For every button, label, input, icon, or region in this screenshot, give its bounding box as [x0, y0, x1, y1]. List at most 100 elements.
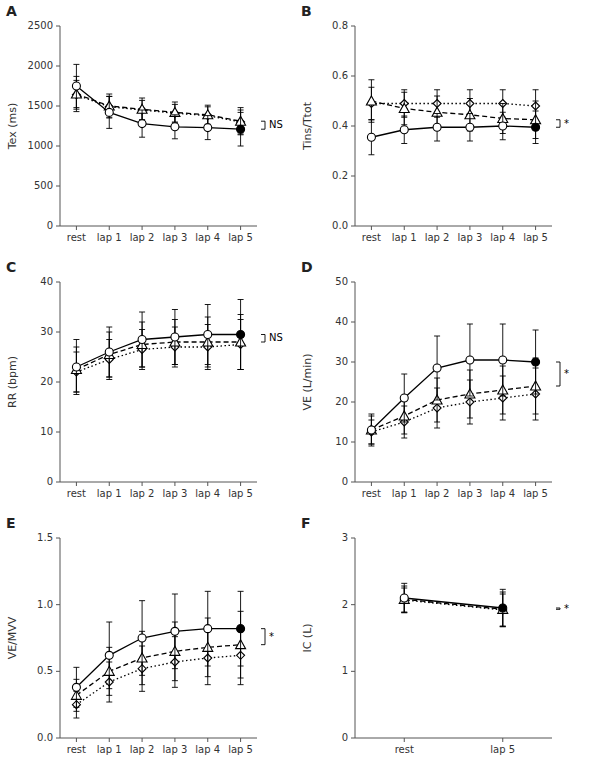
y-tick — [351, 282, 355, 283]
error-bar-cap — [106, 622, 112, 623]
y-tick-label: 1 — [342, 665, 348, 676]
error-bar-cap — [205, 139, 211, 140]
error-bar-cap — [205, 666, 211, 667]
error-bar-cap — [434, 141, 440, 142]
error-bar-cap — [139, 684, 145, 685]
x-tick — [142, 226, 143, 230]
error-bar-cap — [172, 687, 178, 688]
series-line — [371, 394, 535, 432]
point-marker — [367, 426, 375, 434]
y-axis-line — [60, 26, 61, 226]
point-marker — [499, 604, 507, 612]
significance-bracket: NS — [261, 332, 283, 343]
series — [71, 315, 245, 393]
point-marker — [532, 123, 540, 131]
x-tick-label: lap 5 — [523, 232, 548, 243]
x-axis-line — [60, 482, 257, 483]
error-bar-cap — [401, 374, 407, 375]
y-tick — [351, 482, 355, 483]
error-bar-cap — [533, 330, 539, 331]
y-axis-line — [355, 538, 356, 738]
error-bar-cap — [401, 422, 407, 423]
x-tick-label: lap 3 — [458, 488, 483, 499]
error-bar-cap — [401, 143, 407, 144]
bracket-tick — [261, 342, 265, 343]
y-tick — [351, 176, 355, 177]
error-bar-cap — [500, 112, 506, 113]
error-bar — [401, 374, 407, 422]
error-bar-cap — [238, 369, 244, 370]
x-tick-label: lap 4 — [490, 232, 515, 243]
y-tick — [351, 738, 355, 739]
y-tick-label: 2 — [342, 599, 348, 610]
y-tick — [56, 106, 60, 107]
panel-title: A — [6, 3, 17, 19]
error-bar — [500, 324, 506, 396]
error-bar-cap — [401, 583, 407, 584]
error-bar-cap — [205, 367, 211, 368]
plot-area — [71, 64, 245, 146]
y-tick-label: 0.0 — [37, 732, 53, 743]
point-marker — [400, 126, 408, 134]
error-bar-cap — [238, 299, 244, 300]
y-axis-label: Tins/Ttot — [301, 101, 314, 151]
significance-bracket: * — [261, 629, 274, 645]
point-marker — [433, 364, 441, 372]
panel-title: F — [301, 515, 311, 531]
point-marker — [400, 394, 408, 402]
x-tick — [404, 482, 405, 486]
error-bar-cap — [139, 137, 145, 138]
x-tick — [207, 482, 208, 486]
series — [71, 76, 245, 134]
error-bar-cap — [238, 107, 244, 108]
bracket-tick — [261, 628, 265, 629]
error-bar — [467, 114, 473, 142]
point-marker — [237, 125, 245, 133]
bracket-tick — [261, 121, 265, 122]
bracket-tick — [556, 386, 560, 387]
y-tick — [56, 432, 60, 433]
x-tick — [404, 226, 405, 230]
error-bar-cap — [139, 675, 145, 676]
point-marker — [466, 123, 474, 131]
error-bar-cap — [205, 676, 211, 677]
point-marker — [72, 683, 80, 691]
plot-area — [366, 80, 540, 155]
error-bar-cap — [73, 111, 79, 112]
series-line — [404, 599, 503, 609]
point-marker — [466, 356, 474, 364]
error-bar-cap — [500, 396, 506, 397]
x-tick — [174, 482, 175, 486]
error-bar-cap — [500, 139, 506, 140]
bracket-line — [265, 629, 266, 645]
error-bar-cap — [172, 138, 178, 139]
y-tick — [56, 482, 60, 483]
bracket-tick — [261, 644, 265, 645]
y-tick — [56, 146, 60, 147]
x-tick-label: rest — [362, 232, 381, 243]
error-bar-cap — [238, 591, 244, 592]
y-tick-label: 0.6 — [332, 70, 348, 81]
x-tick — [469, 482, 470, 486]
error-bar-cap — [172, 680, 178, 681]
y-tick — [351, 226, 355, 227]
error-bar-cap — [401, 92, 407, 93]
y-tick-label: 500 — [34, 180, 53, 191]
bracket-line — [265, 121, 266, 129]
series — [72, 64, 244, 146]
y-tick — [56, 604, 60, 605]
series — [72, 300, 244, 395]
x-tick — [142, 482, 143, 486]
point-marker — [204, 331, 212, 339]
series-line — [371, 126, 535, 137]
y-tick-label: 1500 — [28, 100, 53, 111]
bracket-tick — [261, 334, 265, 335]
error-bar-cap — [533, 89, 539, 90]
series — [399, 586, 508, 627]
error-bar-cap — [139, 369, 145, 370]
error-bar-cap — [434, 113, 440, 114]
series — [366, 80, 540, 139]
plot-area — [399, 583, 508, 626]
y-tick-label: 0.0 — [332, 220, 348, 231]
y-tick-label: 40 — [335, 316, 348, 327]
